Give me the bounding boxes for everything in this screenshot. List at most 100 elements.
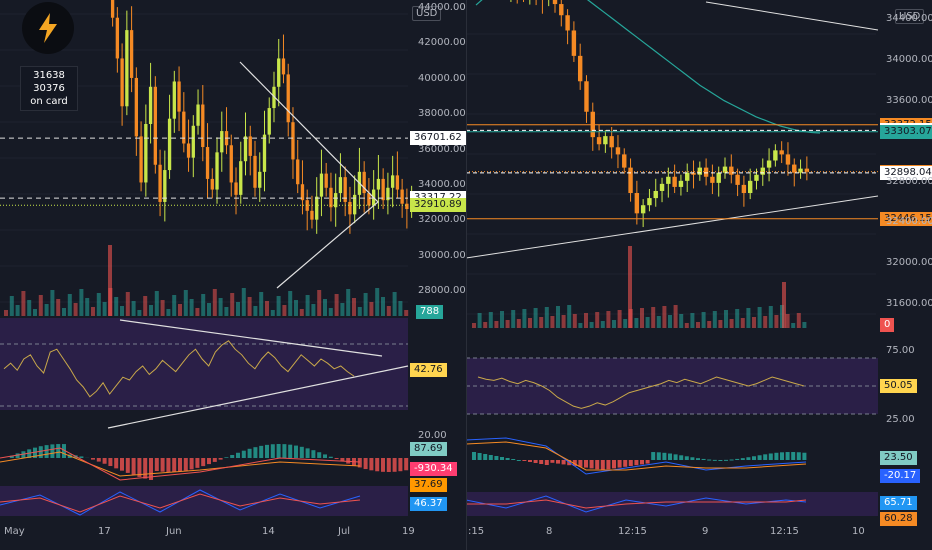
macd-histogram-bar [712, 459, 717, 461]
candle-body [678, 180, 684, 187]
candle-body [182, 111, 186, 144]
macd-histogram-bar [679, 455, 684, 460]
macd-histogram-bar [305, 448, 310, 458]
candle-body [129, 30, 134, 78]
macd-histogram-bar [404, 458, 409, 471]
currency-label-right[interactable]: USD [895, 9, 925, 24]
volume-bar [578, 323, 583, 328]
volume-bar [340, 303, 345, 316]
macd-histogram-bar [125, 458, 130, 473]
candle-body [305, 200, 309, 211]
y-tick-label: 38000.00 [418, 108, 466, 120]
volume-bar [544, 307, 549, 328]
candle-body [234, 182, 238, 195]
volume-bar [533, 308, 538, 328]
price-level-label: 33303.07 [880, 124, 932, 139]
candle-body [338, 177, 343, 194]
candle-body [716, 172, 721, 183]
macd-histogram-bar [282, 444, 287, 458]
macd-histogram-bar [270, 444, 275, 458]
candle-body [144, 124, 148, 183]
candle-body [666, 176, 671, 184]
volume-bar [346, 289, 351, 316]
candle-body [571, 30, 577, 56]
candle-body [565, 15, 570, 31]
rsi-line [3, 340, 355, 398]
macd-histogram-bar [544, 460, 549, 465]
volume-bar [178, 304, 182, 316]
macd-histogram-bar [746, 457, 751, 460]
volume-bar [299, 309, 304, 316]
macd-histogram-bar [212, 458, 217, 462]
candle-body [785, 154, 791, 165]
x-tick-label: 9 [702, 526, 709, 537]
macd-histogram-bar [645, 460, 650, 464]
left-chart[interactable] [0, 0, 466, 550]
candle-body [609, 136, 614, 148]
volume-bar [201, 294, 206, 316]
macd-histogram-bar [528, 460, 532, 462]
macd-histogram-bar [323, 454, 327, 458]
macd-histogram-bar [317, 452, 322, 458]
candle-body [353, 194, 357, 215]
volume-bar [114, 297, 119, 316]
volume-bar [143, 296, 148, 316]
candle-body [735, 174, 740, 185]
volume-bar [802, 322, 807, 328]
candle-body [584, 81, 589, 112]
y-tick-label: 32000.00 [886, 257, 932, 269]
macd-histogram-bar [505, 458, 510, 460]
rsi-tick-label: 25.00 [886, 414, 915, 425]
macd-histogram-bar [690, 457, 695, 460]
volume-bar [247, 297, 252, 316]
candle-body [277, 58, 281, 87]
volume-bar [782, 282, 786, 328]
volume-bar [317, 290, 322, 316]
macd-histogram-bar [662, 452, 667, 460]
candle-body [243, 136, 248, 162]
macd-histogram-bar [628, 460, 633, 466]
stoch-label: 60.28 [880, 512, 917, 526]
candle-body [329, 187, 333, 208]
macd-histogram-bar [651, 452, 656, 460]
volume-label: 788 [416, 305, 444, 319]
candle-body [220, 131, 224, 153]
macd-histogram-bar [606, 460, 611, 470]
macd-histogram-bar [763, 454, 768, 460]
candle-body [125, 30, 129, 107]
candle-body [120, 58, 124, 107]
candle-body [386, 187, 390, 201]
info-line-3: on card [30, 96, 68, 107]
volume-bar [612, 320, 616, 328]
volume-bar [494, 321, 499, 328]
candle-body [286, 74, 290, 123]
volume-bar [21, 291, 26, 316]
volume-bar [645, 317, 650, 328]
right-chart[interactable] [466, 0, 932, 550]
volume-bar [522, 309, 527, 328]
y-tick-label: 34400.00 [886, 13, 932, 25]
stoch-label: 46.37 [410, 497, 447, 511]
volume-bar [44, 304, 49, 316]
volume-bar [386, 306, 391, 316]
macd-histogram-bar [802, 452, 807, 460]
volume-bar [584, 313, 588, 328]
volume-bar [195, 308, 200, 316]
currency-label-left[interactable]: USD [412, 6, 442, 21]
volume-bar [236, 302, 240, 316]
macd-histogram-bar [483, 454, 488, 460]
macd-histogram-bar [595, 460, 600, 470]
volume-bar [752, 317, 756, 328]
candle-body [552, 0, 558, 5]
candle-body [773, 150, 778, 161]
macd-histogram-bar [294, 445, 298, 458]
macd-histogram-bar [634, 460, 639, 466]
volume-bar [774, 315, 779, 328]
macd-histogram-bar [550, 460, 555, 463]
volume-bar [218, 298, 223, 316]
volume-bar [746, 308, 751, 328]
macd-histogram-bar [640, 460, 644, 465]
volume-bar [651, 307, 656, 328]
y-tick-label: 32800.00 [886, 175, 932, 187]
candle-body [191, 125, 195, 158]
